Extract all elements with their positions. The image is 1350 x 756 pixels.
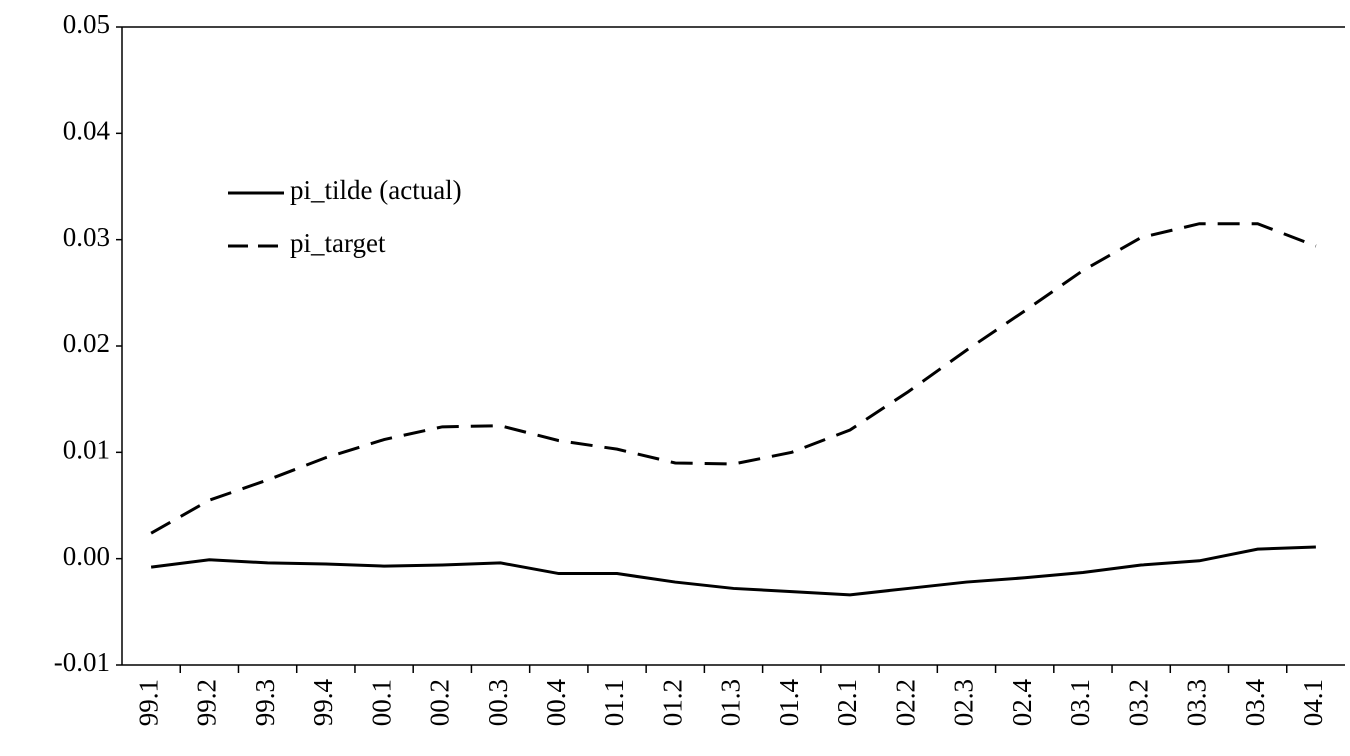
y-tick-label: 0.05 <box>63 9 110 39</box>
y-tick-label: 0.00 <box>63 541 110 571</box>
x-tick-label: 00.4 <box>541 679 571 727</box>
series-line <box>150 222 1317 535</box>
x-tick-label: 03.1 <box>1065 679 1095 726</box>
x-tick-label: 04.1 <box>1298 679 1328 726</box>
x-tick-label: 02.3 <box>949 679 979 726</box>
legend-label: pi_target <box>290 228 386 258</box>
x-tick-label: 99.2 <box>192 679 222 726</box>
x-tick-label: 02.4 <box>1007 679 1037 727</box>
x-tick-label: 00.2 <box>425 679 455 726</box>
x-tick-label: 03.3 <box>1182 679 1212 726</box>
x-tick-label: 03.2 <box>1123 679 1153 726</box>
x-tick-label: 00.3 <box>483 679 513 726</box>
x-tick-label: 02.2 <box>890 679 920 726</box>
x-tick-label: 02.1 <box>832 679 862 726</box>
legend-label: pi_tilde (actual) <box>290 175 462 205</box>
y-tick-label: 0.01 <box>63 435 110 465</box>
y-tick-label: -0.01 <box>54 647 110 677</box>
x-tick-label: 03.4 <box>1240 679 1270 727</box>
x-tick-label: 99.1 <box>133 679 163 726</box>
series-line <box>150 545 1316 597</box>
y-tick-label: 0.04 <box>63 116 111 146</box>
x-tick-label: 99.4 <box>308 679 338 727</box>
x-tick-label: 01.4 <box>774 679 804 727</box>
x-tick-label: 01.2 <box>657 679 687 726</box>
y-tick-label: 0.03 <box>63 222 110 252</box>
x-tick-label: 99.3 <box>250 679 280 726</box>
x-tick-label: 01.3 <box>716 679 746 726</box>
y-tick-label: 0.02 <box>63 328 110 358</box>
x-tick-label: 01.1 <box>599 679 629 726</box>
x-tick-label: 00.1 <box>366 679 396 726</box>
